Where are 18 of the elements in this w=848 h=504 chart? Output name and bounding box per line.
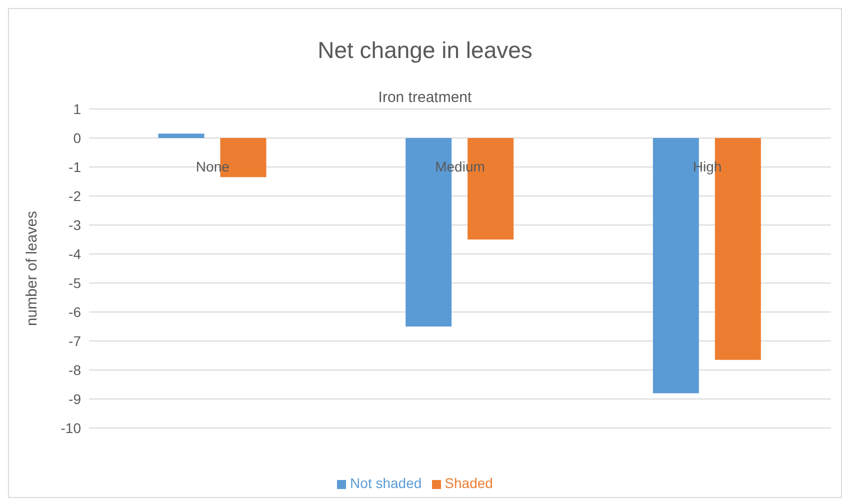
x-axis-title: Iron treatment [378,89,472,106]
y-tick-label: -2 [68,188,82,204]
y-tick-label: -6 [68,304,82,320]
y-tick-label: 1 [73,100,82,117]
y-tick-label: 0 [73,130,82,146]
y-tick-label: -5 [68,274,82,291]
y-axis-title: number of leaves [23,210,40,326]
y-tick-label: -4 [68,246,82,262]
x-tick-label: Medium [435,158,485,174]
legend-label: Shaded [444,475,493,491]
chart-title: Net change in leaves [316,37,534,64]
y-tick-label: -1 [68,158,82,175]
y-tick-label: -8 [68,362,82,378]
legend-label: Not shaded [350,475,422,491]
y-tick-label: -10 [60,420,82,436]
y-tick-label: -9 [68,390,82,407]
y-tick-label: -7 [68,332,82,349]
y-tick-label: -3 [68,216,82,233]
